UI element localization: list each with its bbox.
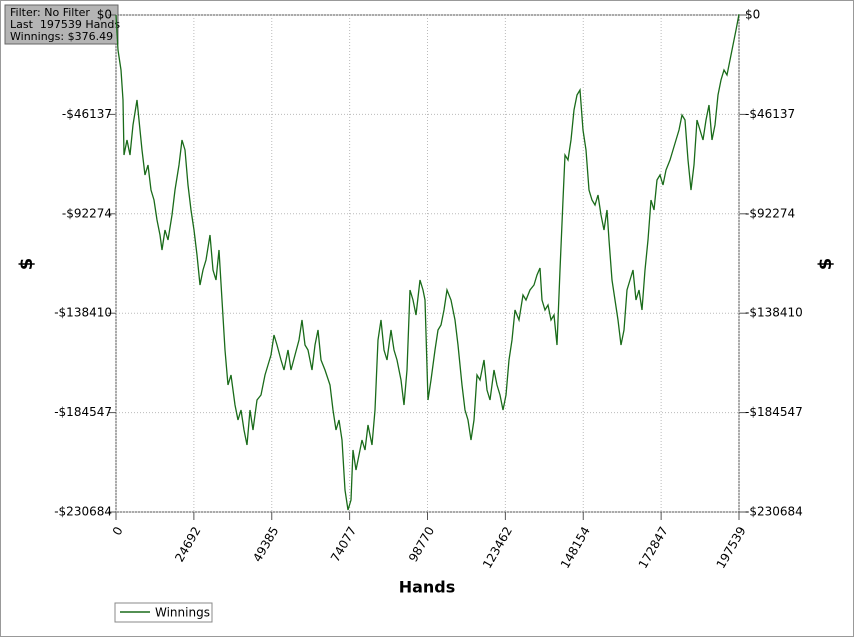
y-tick-label-right: -$92274 (745, 206, 795, 220)
info-text: Last 197539 Hands (10, 18, 120, 31)
line (115, 14, 740, 511)
x-axis-label: Hands (399, 578, 456, 597)
y-tick-label-right: -$184547 (745, 405, 803, 419)
info-box (4, 4, 119, 45)
y-tick-label: -$92274 (62, 206, 112, 220)
y-tick-label-right: $0 (745, 8, 760, 22)
y-tick-label: -$230684 (54, 505, 112, 519)
y-axis-label: $ (16, 258, 37, 271)
y-tick-label-right: -$138410 (745, 306, 803, 320)
legend (114, 602, 213, 623)
info-text: Filter: No Filter (10, 6, 90, 19)
y-tick-label: -$46137 (62, 107, 112, 121)
y-tick-label: $0 (97, 8, 112, 22)
y-tick-label-right: -$230684 (745, 505, 803, 519)
y-axis-label-right: $ (815, 258, 836, 271)
y-tick-label: -$138410 (54, 306, 112, 320)
y-tick-label: -$184547 (54, 405, 112, 419)
info-text: Winnings: $376.49 (10, 30, 113, 43)
y-tick-label-right: -$46137 (745, 107, 795, 121)
legend-label: Winnings (155, 606, 210, 620)
